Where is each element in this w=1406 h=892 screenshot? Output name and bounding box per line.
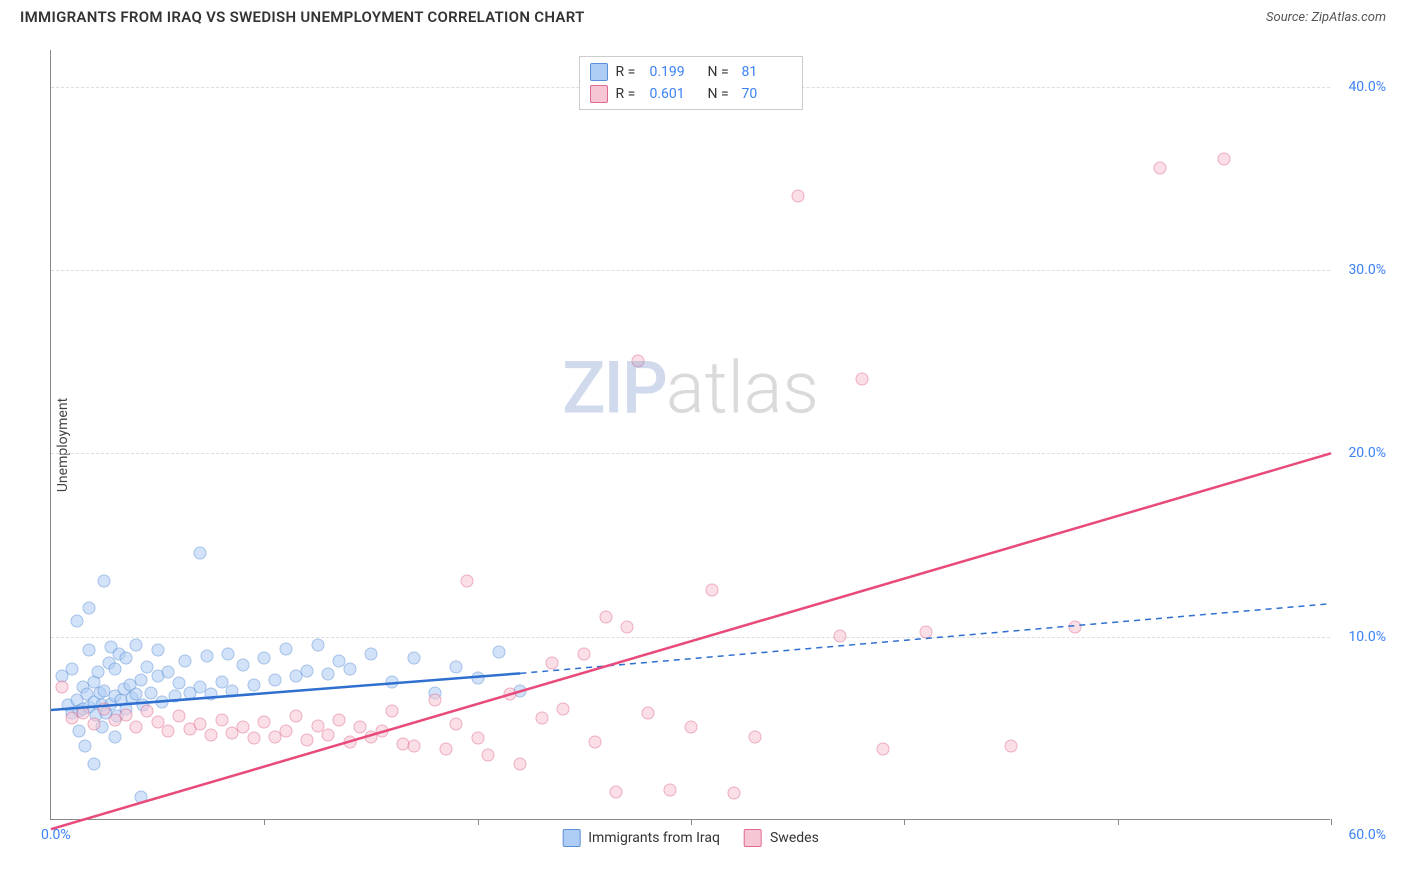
x-axis-origin-label: 0.0% — [41, 827, 71, 843]
trend-line-solid — [51, 453, 1331, 829]
trend-lines — [51, 50, 1331, 820]
chart-area: Unemployment ZIPatlas R =0.199 N =81 R =… — [50, 50, 1386, 840]
chart-source: Source: ZipAtlas.com — [1266, 10, 1386, 25]
legend-swatch-1 — [562, 829, 580, 847]
trend-line-dashed — [520, 604, 1331, 674]
x-tick — [1331, 819, 1332, 825]
scatter-plot: ZIPatlas R =0.199 N =81 R =0.601 N =70 0… — [50, 50, 1330, 820]
legend-item-2: Swedes — [744, 829, 819, 847]
legend-item-1: Immigrants from Iraq — [562, 829, 720, 847]
swatch-series-2 — [590, 85, 608, 103]
y-tick-label: 40.0% — [1336, 79, 1386, 95]
swatch-series-1 — [590, 63, 608, 81]
y-tick-label: 10.0% — [1336, 629, 1386, 645]
stats-legend: R =0.199 N =81 R =0.601 N =70 — [579, 56, 803, 110]
trend-line-solid — [51, 673, 520, 710]
y-tick-label: 30.0% — [1336, 262, 1386, 278]
legend-swatch-2 — [744, 829, 762, 847]
x-axis-max-label: 60.0% — [1336, 827, 1386, 843]
series-legend: Immigrants from Iraq Swedes — [562, 829, 819, 847]
chart-title: IMMIGRANTS FROM IRAQ VS SWEDISH UNEMPLOY… — [20, 8, 585, 26]
y-tick-label: 20.0% — [1336, 445, 1386, 461]
chart-header: IMMIGRANTS FROM IRAQ VS SWEDISH UNEMPLOY… — [0, 0, 1406, 30]
stats-row-series-2: R =0.601 N =70 — [590, 83, 792, 105]
stats-row-series-1: R =0.199 N =81 — [590, 61, 792, 83]
